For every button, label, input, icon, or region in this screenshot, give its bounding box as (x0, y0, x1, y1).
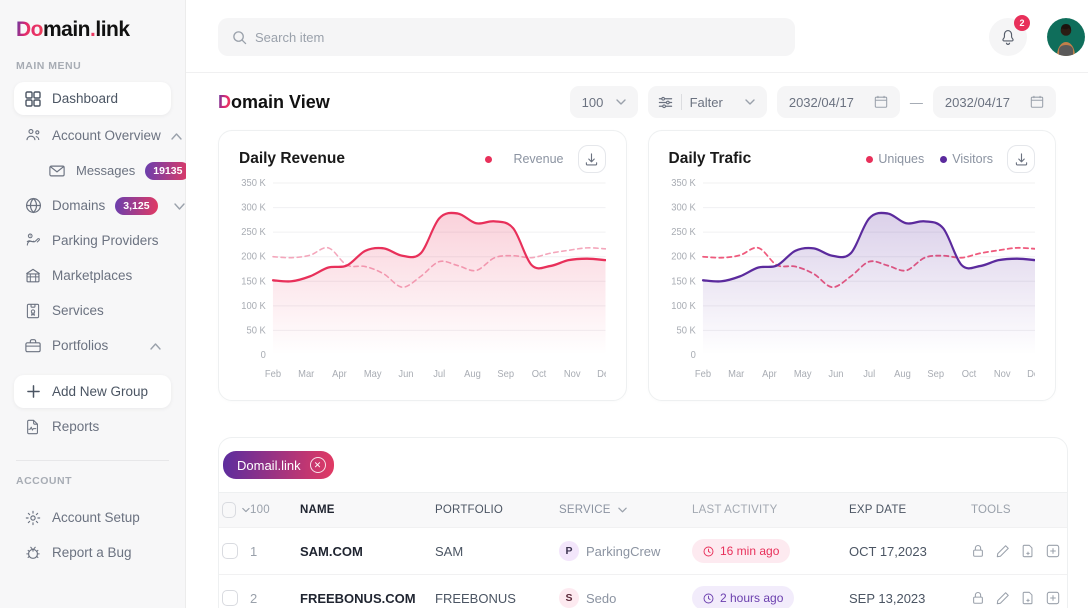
svg-text:100 K: 100 K (241, 300, 266, 312)
svg-text:Sep: Sep (497, 369, 514, 381)
svg-text:Jun: Jun (828, 369, 843, 381)
svg-text:Aug: Aug (894, 369, 911, 381)
svg-text:Dec: Dec (1027, 369, 1035, 381)
svg-text:50 K: 50 K (247, 325, 267, 337)
svg-text:150 K: 150 K (241, 276, 266, 288)
svg-text:Mar: Mar (728, 369, 745, 381)
svg-text:350 K: 350 K (671, 179, 696, 189)
svg-text:250 K: 250 K (241, 227, 266, 239)
svg-text:Jun: Jun (398, 369, 413, 381)
svg-text:Aug: Aug (464, 369, 481, 381)
svg-text:Apr: Apr (332, 369, 347, 381)
svg-text:Feb: Feb (694, 369, 711, 381)
svg-text:May: May (793, 369, 811, 381)
svg-text:100 K: 100 K (671, 300, 696, 312)
svg-text:Dec: Dec (597, 369, 605, 381)
svg-text:150 K: 150 K (671, 276, 696, 288)
svg-text:Jul: Jul (863, 369, 875, 381)
svg-text:Apr: Apr (762, 369, 777, 381)
svg-text:300 K: 300 K (671, 202, 696, 214)
svg-text:Oct: Oct (961, 369, 976, 381)
svg-text:Jul: Jul (433, 369, 445, 381)
svg-text:Mar: Mar (298, 369, 315, 381)
svg-text:50 K: 50 K (676, 325, 696, 337)
svg-text:Feb: Feb (265, 369, 282, 381)
svg-text:Nov: Nov (993, 369, 1010, 381)
svg-text:Nov: Nov (564, 369, 581, 381)
svg-text:250 K: 250 K (671, 227, 696, 239)
svg-text:0: 0 (261, 350, 267, 362)
svg-text:350 K: 350 K (241, 179, 266, 189)
svg-text:200 K: 200 K (241, 251, 266, 263)
svg-text:Sep: Sep (927, 369, 944, 381)
svg-text:200 K: 200 K (671, 251, 696, 263)
svg-text:0: 0 (690, 350, 696, 362)
svg-text:300 K: 300 K (241, 202, 266, 214)
svg-text:Oct: Oct (532, 369, 547, 381)
svg-text:May: May (364, 369, 382, 381)
